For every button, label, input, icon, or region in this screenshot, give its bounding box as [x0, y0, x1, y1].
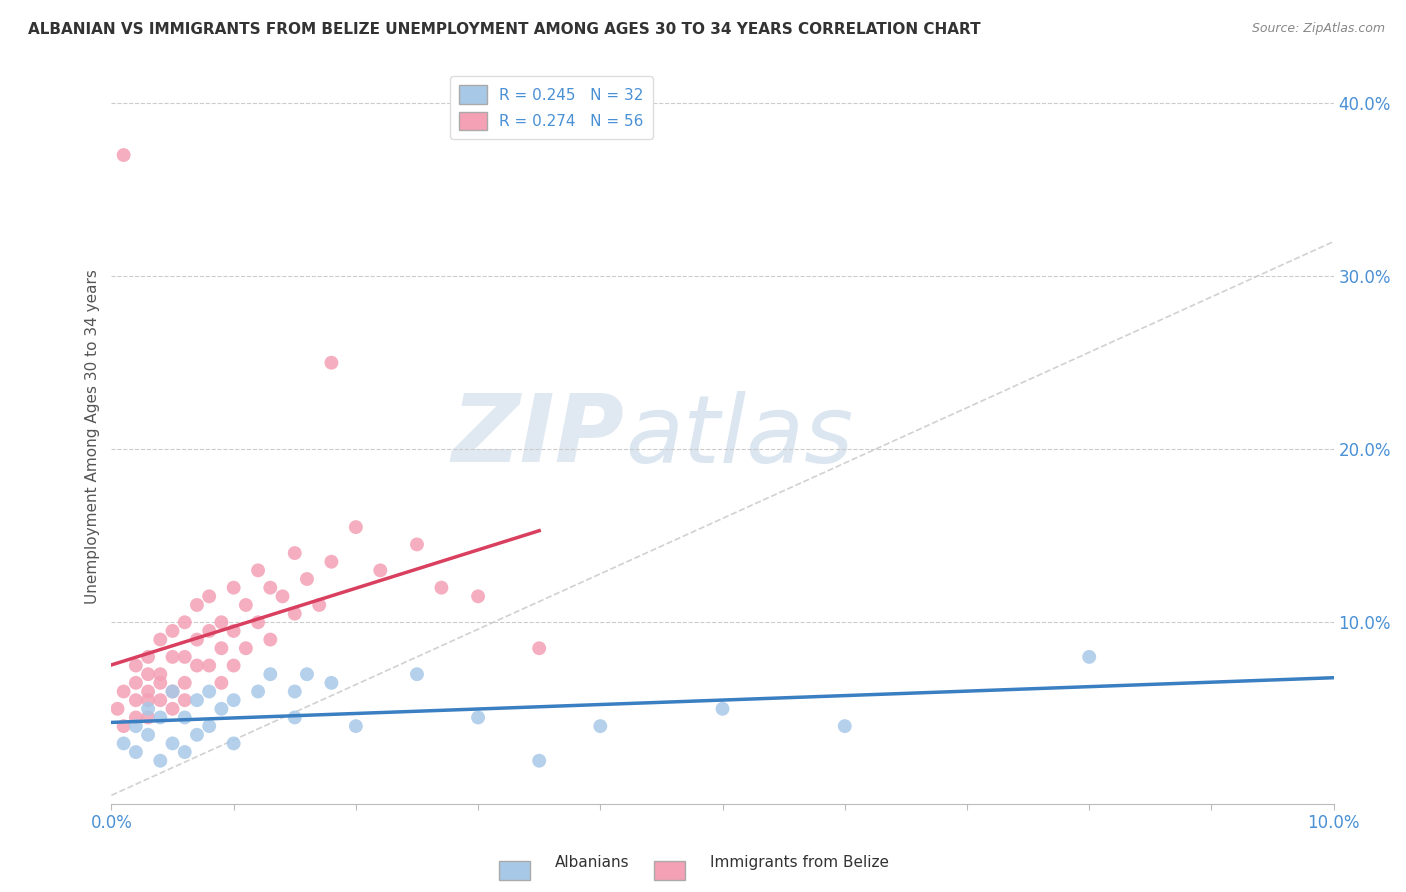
Point [284, 684, 307, 698]
Point [112, 719, 135, 733]
Point [173, 710, 195, 724]
Point [247, 684, 270, 698]
Point [186, 658, 208, 673]
Point [125, 658, 148, 673]
Point [222, 736, 245, 750]
Text: Source: ZipAtlas.com: Source: ZipAtlas.com [1251, 22, 1385, 36]
Point [162, 624, 184, 638]
Point [136, 728, 159, 742]
Point [284, 710, 307, 724]
Point [173, 745, 195, 759]
Point [173, 649, 195, 664]
Point [259, 667, 281, 681]
Point [344, 719, 367, 733]
Point [173, 676, 195, 690]
Point [284, 607, 307, 621]
Point [186, 693, 208, 707]
Point [209, 641, 232, 656]
Point [173, 615, 195, 630]
Point [711, 702, 734, 716]
Point [125, 710, 148, 724]
Point [198, 684, 221, 698]
Point [247, 563, 270, 577]
Y-axis label: Unemployment Among Ages 30 to 34 years: Unemployment Among Ages 30 to 34 years [86, 268, 100, 604]
Point [467, 590, 489, 604]
Point [149, 667, 172, 681]
Point [112, 684, 135, 698]
Point [235, 641, 257, 656]
Point [125, 719, 148, 733]
Point [321, 356, 343, 370]
Point [173, 693, 195, 707]
Point [589, 719, 612, 733]
Text: ZIP: ZIP [451, 391, 624, 483]
Point [162, 684, 184, 698]
Point [162, 736, 184, 750]
Point [222, 581, 245, 595]
Point [209, 676, 232, 690]
Point [321, 676, 343, 690]
Point [209, 702, 232, 716]
Text: Immigrants from Belize: Immigrants from Belize [710, 855, 889, 870]
Point [271, 590, 294, 604]
Point [222, 624, 245, 638]
Point [112, 736, 135, 750]
Text: ALBANIAN VS IMMIGRANTS FROM BELIZE UNEMPLOYMENT AMONG AGES 30 TO 34 YEARS CORREL: ALBANIAN VS IMMIGRANTS FROM BELIZE UNEMP… [28, 22, 981, 37]
Point [107, 702, 129, 716]
Point [136, 649, 159, 664]
Point [136, 702, 159, 716]
Point [198, 590, 221, 604]
Point [136, 693, 159, 707]
Point [149, 676, 172, 690]
Point [198, 658, 221, 673]
Point [430, 581, 453, 595]
Point [125, 676, 148, 690]
Point [149, 710, 172, 724]
Text: Albanians: Albanians [555, 855, 630, 870]
Point [467, 710, 489, 724]
Point [186, 598, 208, 612]
Point [198, 624, 221, 638]
Point [162, 684, 184, 698]
Point [162, 702, 184, 716]
Point [259, 581, 281, 595]
Legend: R = 0.245   N = 32, R = 0.274   N = 56: R = 0.245 N = 32, R = 0.274 N = 56 [450, 76, 652, 139]
Point [186, 632, 208, 647]
Point [136, 710, 159, 724]
Point [136, 667, 159, 681]
Point [162, 649, 184, 664]
Point [235, 598, 257, 612]
Point [209, 615, 232, 630]
Point [295, 667, 318, 681]
Point [308, 598, 330, 612]
Point [149, 693, 172, 707]
Point [527, 754, 550, 768]
Point [344, 520, 367, 534]
Point [149, 632, 172, 647]
Point [1078, 649, 1101, 664]
Point [259, 632, 281, 647]
Point [222, 693, 245, 707]
Text: atlas: atlas [624, 391, 853, 482]
Point [284, 546, 307, 560]
Point [186, 728, 208, 742]
Point [295, 572, 318, 586]
Point [406, 537, 429, 551]
Point [247, 615, 270, 630]
Point [136, 684, 159, 698]
Point [368, 563, 391, 577]
Point [198, 719, 221, 733]
Point [125, 693, 148, 707]
Point [125, 745, 148, 759]
Point [406, 667, 429, 681]
Point [834, 719, 856, 733]
Point [527, 641, 550, 656]
Point [112, 148, 135, 162]
Point [222, 658, 245, 673]
Point [149, 754, 172, 768]
Point [321, 555, 343, 569]
